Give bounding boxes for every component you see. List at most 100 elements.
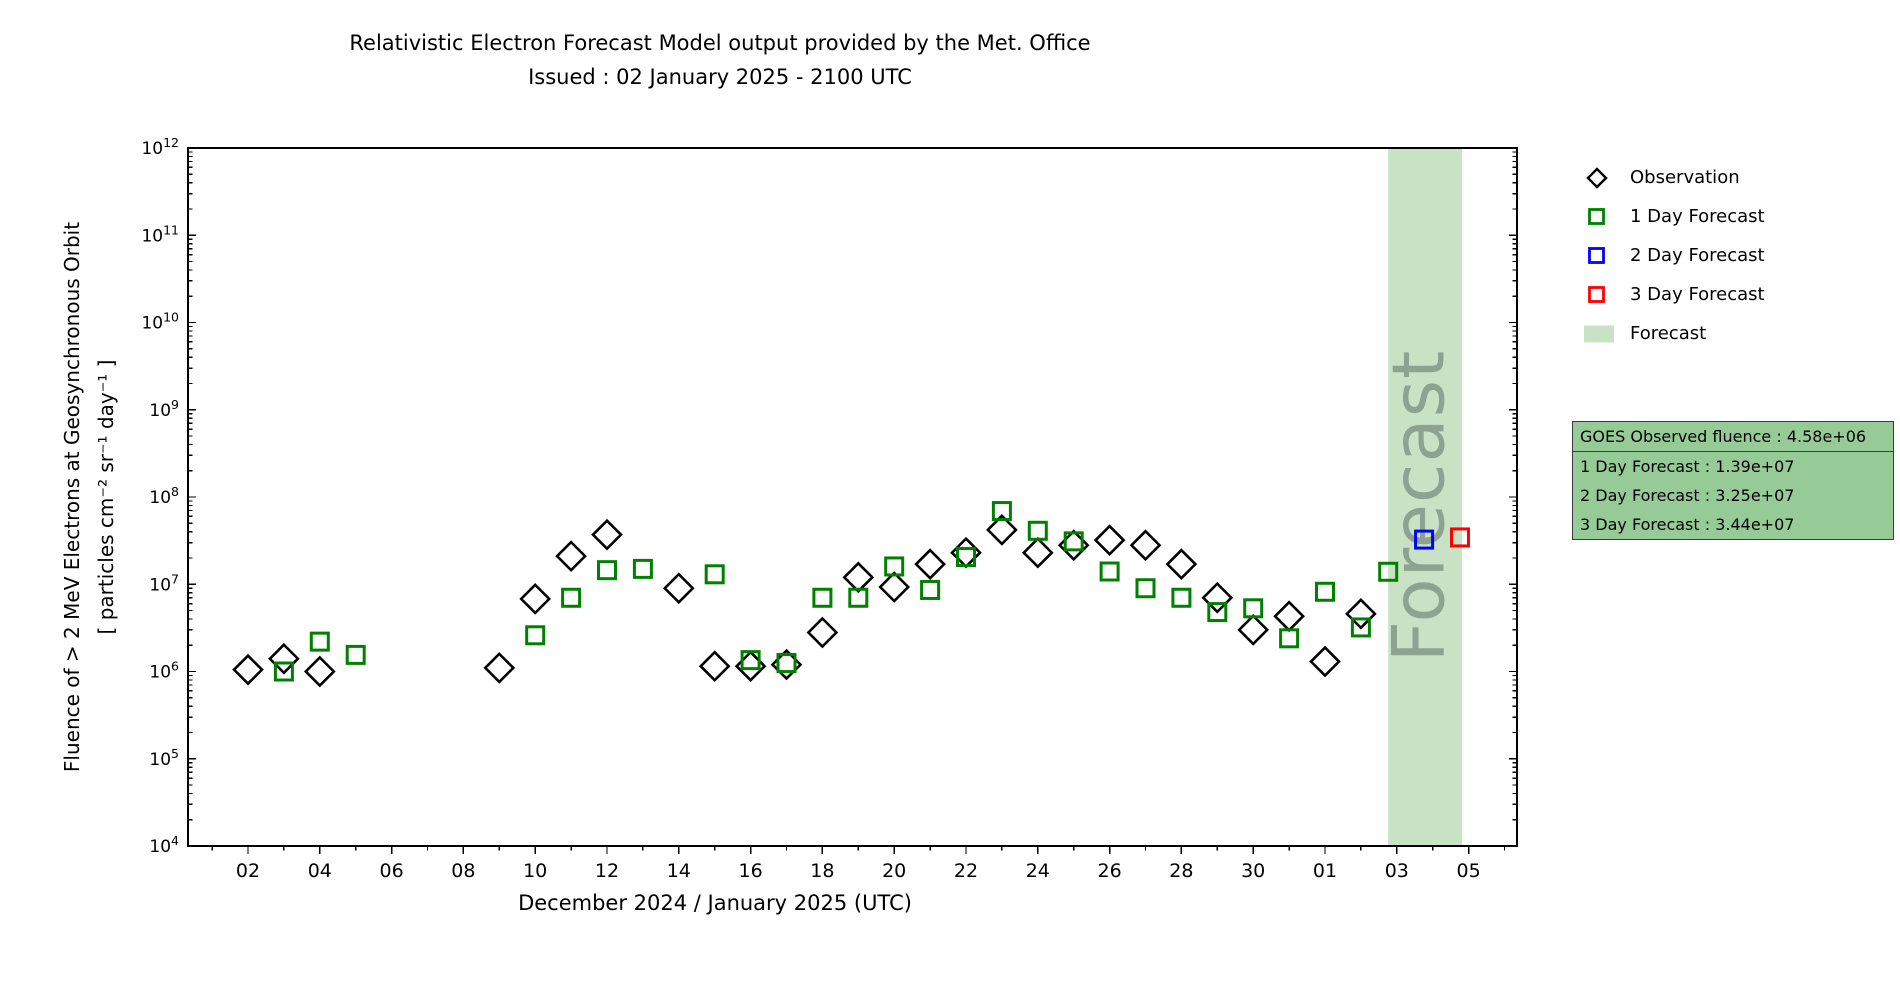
y-tick-label: 109 bbox=[149, 397, 179, 421]
one-day-forecast-square-icon bbox=[1584, 204, 1614, 230]
1-day-forecast-marker bbox=[1207, 602, 1228, 623]
y-tick-label: 1011 bbox=[141, 222, 179, 246]
observation-marker bbox=[986, 514, 1018, 546]
1-day-forecast-marker bbox=[1099, 561, 1120, 582]
observation-marker bbox=[555, 540, 587, 572]
y-tick-label: 105 bbox=[149, 746, 179, 770]
1-day-forecast-marker bbox=[1171, 587, 1192, 608]
x-tick-label: 03 bbox=[1385, 860, 1409, 882]
observation-marker bbox=[1237, 614, 1270, 646]
series-1-day-forecast bbox=[273, 501, 1399, 682]
x-tick-label: 14 bbox=[667, 860, 691, 882]
x-tick-label: 24 bbox=[1026, 860, 1050, 882]
x-tick-label: 08 bbox=[451, 860, 475, 882]
1-day-forecast-marker bbox=[956, 547, 976, 568]
series-2-day-forecast bbox=[1414, 529, 1435, 550]
y-tick-label: 1012 bbox=[141, 135, 179, 159]
1-day-forecast-marker bbox=[991, 501, 1012, 522]
legend-label: Observation bbox=[1630, 167, 1740, 188]
x-tick-label: 26 bbox=[1098, 860, 1122, 882]
1-day-forecast-marker bbox=[1027, 520, 1048, 541]
observation-marker bbox=[1093, 524, 1126, 557]
forecast-values-info-box: GOES Observed fluence : 4.58e+06 1 Day F… bbox=[1572, 421, 1894, 540]
y-axis-label-line1: Fluence of > 2 MeV Electrons at Geosynch… bbox=[60, 221, 84, 773]
1-day-forecast-marker bbox=[1378, 561, 1399, 582]
1-day-forecast-marker bbox=[740, 650, 761, 671]
1-day-forecast-marker bbox=[1350, 617, 1371, 638]
x-tick-label: 28 bbox=[1169, 860, 1193, 882]
legend-label: 3 Day Forecast bbox=[1630, 284, 1765, 305]
x-tick-label: 18 bbox=[810, 860, 834, 882]
y-axis-label-line2: [ particles cm⁻² sr⁻¹ day⁻¹ ] bbox=[94, 359, 118, 635]
1-day-forecast-marker bbox=[776, 653, 797, 674]
observation-marker bbox=[878, 571, 911, 603]
y-tick-label: 108 bbox=[149, 484, 179, 508]
y-tick-label: 104 bbox=[149, 833, 179, 857]
observation-marker bbox=[698, 650, 731, 683]
legend-entry-1-day-forecast: 1 Day Forecast bbox=[1584, 197, 1765, 236]
x-tick-label: 16 bbox=[739, 860, 763, 882]
chart-title: Relativistic Electron Forecast Model out… bbox=[349, 31, 1091, 55]
1-day-forecast-marker bbox=[884, 556, 905, 577]
axis-tick-labels: 02 04 06 08 10 12 14 16 18 20 22 24 26 28 30 01 03 051041… bbox=[141, 135, 1480, 882]
x-axis-label: December 2024 / January 2025 (UTC) bbox=[518, 891, 912, 915]
1-day-forecast-marker bbox=[597, 560, 617, 581]
observation-marker bbox=[914, 548, 946, 580]
observation-diamond-icon bbox=[1584, 165, 1614, 191]
info-row-1-day-forecast: 1 Day Forecast : 1.39e+07 bbox=[1580, 457, 1795, 476]
info-row-2-day-forecast: 2 Day Forecast : 3.25e+07 bbox=[1580, 486, 1795, 505]
legend-entry-forecast-band: Forecast bbox=[1584, 314, 1765, 353]
1-day-forecast-marker bbox=[848, 587, 869, 608]
3-day-forecast-marker bbox=[1449, 527, 1470, 548]
legend-label: 2 Day Forecast bbox=[1630, 245, 1765, 266]
legend-label: 1 Day Forecast bbox=[1630, 206, 1765, 227]
observation-marker bbox=[1021, 536, 1054, 569]
observation-marker bbox=[232, 653, 264, 686]
observation-marker bbox=[268, 642, 300, 675]
1-day-forecast-marker bbox=[632, 558, 653, 579]
observation-marker bbox=[806, 616, 839, 649]
legend-entry-3-day-forecast: 3 Day Forecast bbox=[1584, 275, 1765, 314]
legend-entry-2-day-forecast: 2 Day Forecast bbox=[1584, 236, 1765, 275]
forecast-band-label: Forecast bbox=[1377, 350, 1461, 663]
two-day-forecast-square-icon bbox=[1584, 243, 1614, 269]
forecast-band bbox=[1388, 148, 1463, 846]
1-day-forecast-marker bbox=[1135, 578, 1156, 599]
1-day-forecast-marker bbox=[561, 587, 582, 608]
x-tick-label: 10 bbox=[523, 860, 547, 882]
chart-subtitle-issued: Issued : 02 January 2025 - 2100 UTC bbox=[528, 65, 912, 89]
1-day-forecast-marker bbox=[1243, 598, 1264, 619]
observation-marker bbox=[483, 652, 516, 684]
1-day-forecast-marker bbox=[273, 661, 294, 682]
legend-label: Forecast bbox=[1630, 323, 1707, 344]
legend-entry-observation: Observation bbox=[1584, 158, 1765, 197]
y-axis-label: Fluence of > 2 MeV Electrons at Geosynch… bbox=[55, 222, 123, 772]
observation-marker bbox=[1345, 598, 1377, 630]
x-tick-label: 05 bbox=[1457, 860, 1481, 882]
y-tick-label: 107 bbox=[149, 571, 179, 595]
series-observation bbox=[232, 514, 1377, 688]
1-day-forecast-marker bbox=[812, 587, 833, 608]
info-row-observed-fluence: GOES Observed fluence : 4.58e+06 bbox=[1573, 422, 1893, 452]
x-tick-label: 30 bbox=[1241, 860, 1265, 882]
2-day-forecast-marker bbox=[1414, 529, 1435, 550]
1-day-forecast-marker bbox=[525, 625, 546, 646]
1-day-forecast-marker bbox=[1279, 628, 1300, 649]
observation-marker bbox=[591, 518, 623, 551]
legend: Observation 1 Day Forecast 2 Day Forecas… bbox=[1584, 158, 1765, 353]
series-3-day-forecast bbox=[1449, 527, 1470, 548]
observation-marker bbox=[1309, 645, 1341, 678]
plot-spines bbox=[187, 147, 1518, 847]
three-day-forecast-square-icon bbox=[1584, 282, 1614, 308]
x-tick-label: 01 bbox=[1313, 860, 1337, 882]
y-tick-label: 106 bbox=[149, 659, 179, 683]
info-row-3-day-forecast: 3 Day Forecast : 3.44e+07 bbox=[1580, 515, 1795, 534]
x-tick-label: 22 bbox=[954, 860, 978, 882]
observation-marker bbox=[1273, 600, 1305, 633]
axis-ticks bbox=[188, 147, 1517, 854]
observation-marker bbox=[662, 572, 695, 605]
x-tick-label: 04 bbox=[308, 860, 332, 882]
1-day-forecast-marker bbox=[1063, 531, 1084, 552]
